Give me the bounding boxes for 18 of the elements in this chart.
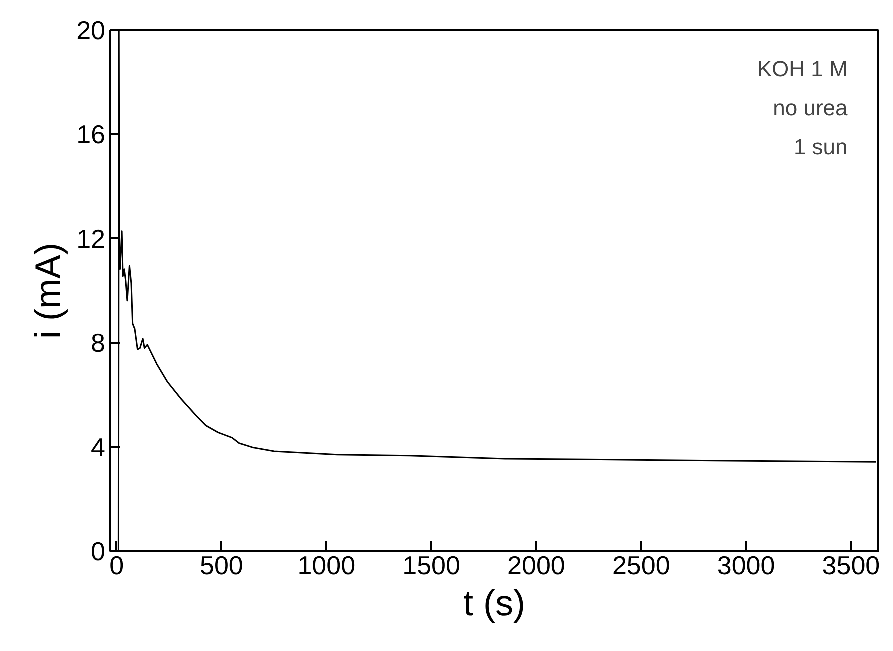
annotation: no urea: [773, 96, 849, 121]
y-tick-label: 16: [76, 120, 106, 150]
x-tick-label: 2000: [508, 550, 566, 580]
x-tick-label: 3000: [717, 550, 776, 580]
x-tick-label: 0: [110, 550, 124, 580]
y-tick-label: 12: [76, 224, 106, 254]
x-tick-label: 1000: [298, 550, 356, 580]
annotation: 1 sun: [794, 134, 848, 160]
y-tick-label: 8: [91, 328, 106, 358]
x-tick-label: 500: [200, 550, 244, 580]
x-tick-label: 2500: [612, 550, 670, 580]
x-tick-label: 1500: [402, 550, 460, 580]
y-axis-title: i (mA): [28, 243, 69, 339]
y-tick-label: 20: [76, 16, 106, 46]
x-axis-title: t (s): [464, 582, 526, 624]
annotation: KOH 1 M: [757, 56, 848, 82]
y-tick-label: 4: [91, 432, 106, 462]
x-tick-label: 3500: [822, 550, 880, 580]
